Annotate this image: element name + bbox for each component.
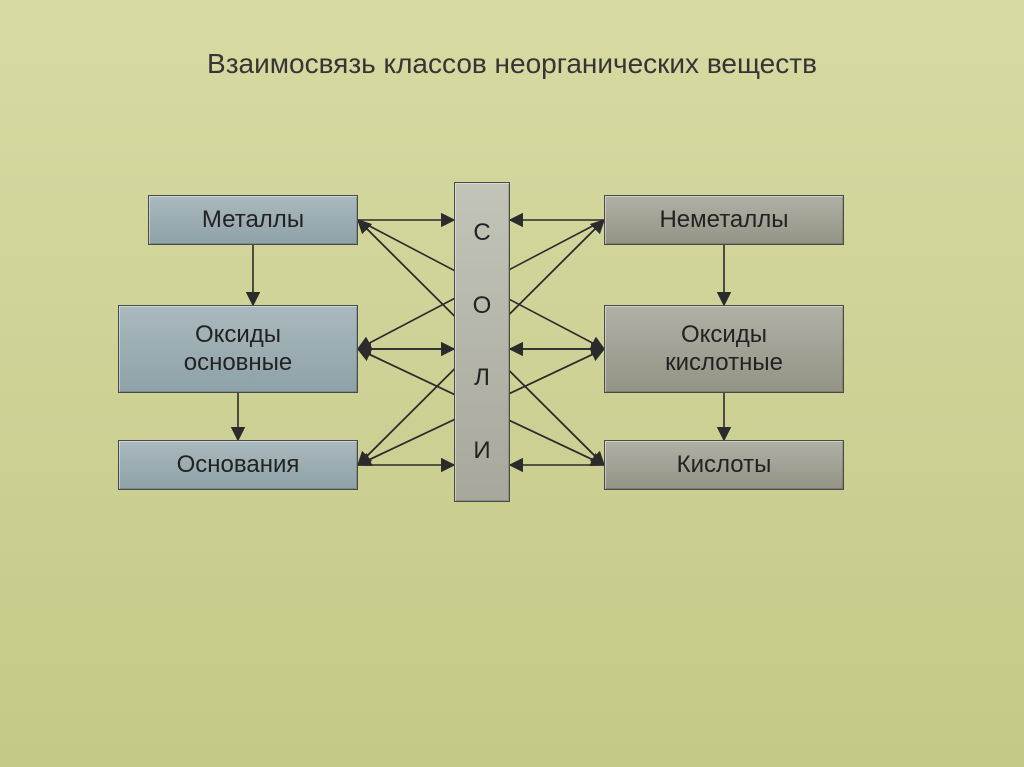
node-metals: Металлы	[148, 195, 358, 245]
node-label: Металлы	[202, 206, 304, 234]
node-label: Оксидыосновные	[184, 321, 293, 376]
node-basic-oxides: Оксидыосновные	[118, 305, 358, 393]
salts-letter: С	[473, 219, 490, 247]
node-salts: С О Л И	[454, 182, 510, 502]
salts-letter: Л	[474, 364, 490, 392]
node-bases: Основания	[118, 440, 358, 490]
node-label: Основания	[177, 451, 300, 479]
salts-letter: О	[473, 292, 492, 320]
node-nonmetals: Неметаллы	[604, 195, 844, 245]
node-label: Оксидыкислотные	[665, 321, 783, 376]
node-acids: Кислоты	[604, 440, 844, 490]
diagram-title: Взаимосвязь классов неорганических вещес…	[0, 48, 1024, 80]
node-acid-oxides: Оксидыкислотные	[604, 305, 844, 393]
node-label: Неметаллы	[659, 206, 788, 234]
salts-letter: И	[473, 437, 490, 465]
node-label: Кислоты	[677, 451, 772, 479]
